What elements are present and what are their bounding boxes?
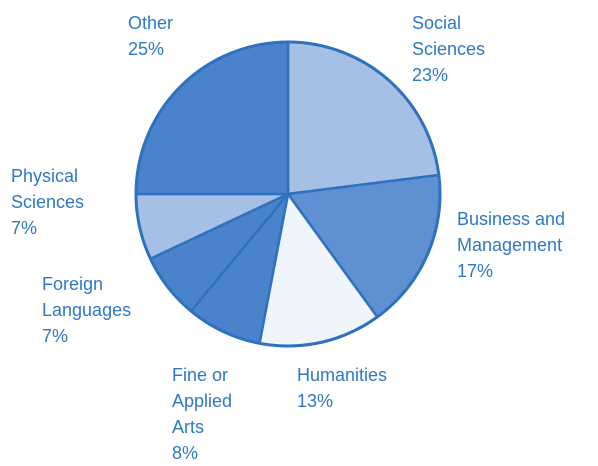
slice-label-fine-or-applied-arts: Fine or Applied Arts 8% [172, 362, 232, 466]
slice-label-percent: 7% [42, 326, 69, 346]
slice-label-percent: 25% [128, 39, 165, 59]
slice-label-physical-sciences: Physical Sciences 7% [11, 163, 84, 241]
slice-label-social-sciences: Social Sciences 23% [412, 10, 485, 88]
slice-label-percent: 23% [412, 65, 449, 85]
slice-label-name: Physical Sciences [11, 166, 85, 212]
slice-label-name: Other [128, 13, 174, 33]
slice-label-business-and-management: Business and Management 17% [457, 206, 565, 284]
pie-outline [134, 40, 442, 348]
slice-label-name: Humanities [297, 365, 388, 385]
slice-label-foreign-languages: Foreign Languages 7% [42, 271, 131, 349]
pie-slice-other [134, 40, 290, 196]
slice-label-percent: 17% [457, 261, 494, 281]
slice-label-percent: 13% [297, 391, 334, 411]
slice-label-other: Other 25% [128, 10, 173, 62]
slice-label-name: Foreign Languages [42, 274, 132, 320]
slice-label-humanities: Humanities 13% [297, 362, 387, 414]
slice-label-percent: 7% [11, 218, 38, 238]
slice-label-name: Business and Management [457, 209, 566, 255]
slice-label-name: Social Sciences [412, 13, 486, 59]
slice-label-name: Fine or Applied Arts [172, 365, 233, 437]
slice-label-percent: 8% [172, 443, 199, 463]
